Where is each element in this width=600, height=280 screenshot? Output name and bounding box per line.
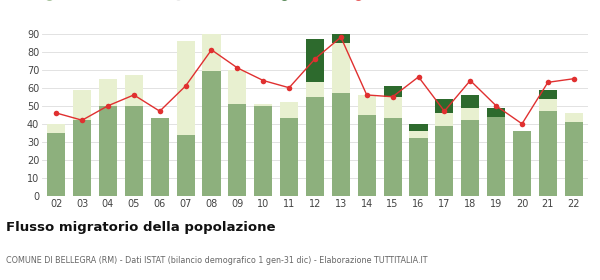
Text: Flusso migratorio della popolazione: Flusso migratorio della popolazione xyxy=(6,221,275,234)
Bar xyxy=(254,106,272,196)
Bar xyxy=(47,133,65,196)
Point xyxy=(569,76,578,81)
Bar xyxy=(254,104,272,106)
Bar xyxy=(383,97,401,118)
Point xyxy=(440,109,449,113)
Point xyxy=(466,78,475,83)
Bar xyxy=(73,90,91,120)
Bar xyxy=(358,115,376,196)
Bar xyxy=(306,39,324,82)
Bar xyxy=(539,90,557,99)
Point xyxy=(310,57,320,61)
Point xyxy=(181,84,190,88)
Bar xyxy=(202,34,221,71)
Bar xyxy=(332,93,350,196)
Bar xyxy=(565,122,583,196)
Point xyxy=(388,95,397,99)
Point xyxy=(129,93,139,97)
Point xyxy=(155,109,164,113)
Point xyxy=(103,104,113,108)
Bar xyxy=(47,124,65,133)
Bar xyxy=(176,135,194,196)
Point xyxy=(362,93,371,97)
Bar xyxy=(280,118,298,196)
Bar xyxy=(229,104,247,196)
Bar xyxy=(539,111,557,196)
Bar xyxy=(73,120,91,196)
Bar xyxy=(409,131,428,138)
Bar xyxy=(513,131,531,196)
Point xyxy=(206,48,216,52)
Bar xyxy=(332,43,350,93)
Bar xyxy=(539,99,557,111)
Bar xyxy=(436,99,454,113)
Point xyxy=(414,75,424,79)
Bar xyxy=(487,108,505,116)
Bar xyxy=(409,138,428,196)
Point xyxy=(259,78,268,83)
Point xyxy=(543,80,553,85)
Bar xyxy=(409,124,428,131)
Bar xyxy=(125,106,143,196)
Bar xyxy=(332,0,350,43)
Point xyxy=(233,66,242,70)
Bar xyxy=(202,71,221,196)
Bar xyxy=(565,113,583,122)
Bar xyxy=(461,95,479,108)
Bar xyxy=(436,113,454,126)
Point xyxy=(517,122,527,126)
Text: COMUNE DI BELLEGRA (RM) - Dati ISTAT (bilancio demografico 1 gen-31 dic) - Elabo: COMUNE DI BELLEGRA (RM) - Dati ISTAT (bi… xyxy=(6,256,427,265)
Bar xyxy=(125,75,143,106)
Bar xyxy=(461,108,479,120)
Bar xyxy=(461,120,479,196)
Bar xyxy=(176,41,194,135)
Bar xyxy=(358,95,376,115)
Bar xyxy=(306,97,324,196)
Point xyxy=(77,118,87,122)
Bar xyxy=(487,116,505,196)
Bar xyxy=(229,70,247,104)
Point xyxy=(336,35,346,39)
Bar xyxy=(383,118,401,196)
Bar xyxy=(383,86,401,97)
Bar xyxy=(151,118,169,196)
Point xyxy=(491,104,501,108)
Point xyxy=(52,111,61,115)
Bar xyxy=(436,126,454,196)
Point xyxy=(284,85,294,90)
Bar xyxy=(306,82,324,97)
Bar xyxy=(99,106,117,196)
Bar xyxy=(99,79,117,106)
Bar xyxy=(280,102,298,118)
